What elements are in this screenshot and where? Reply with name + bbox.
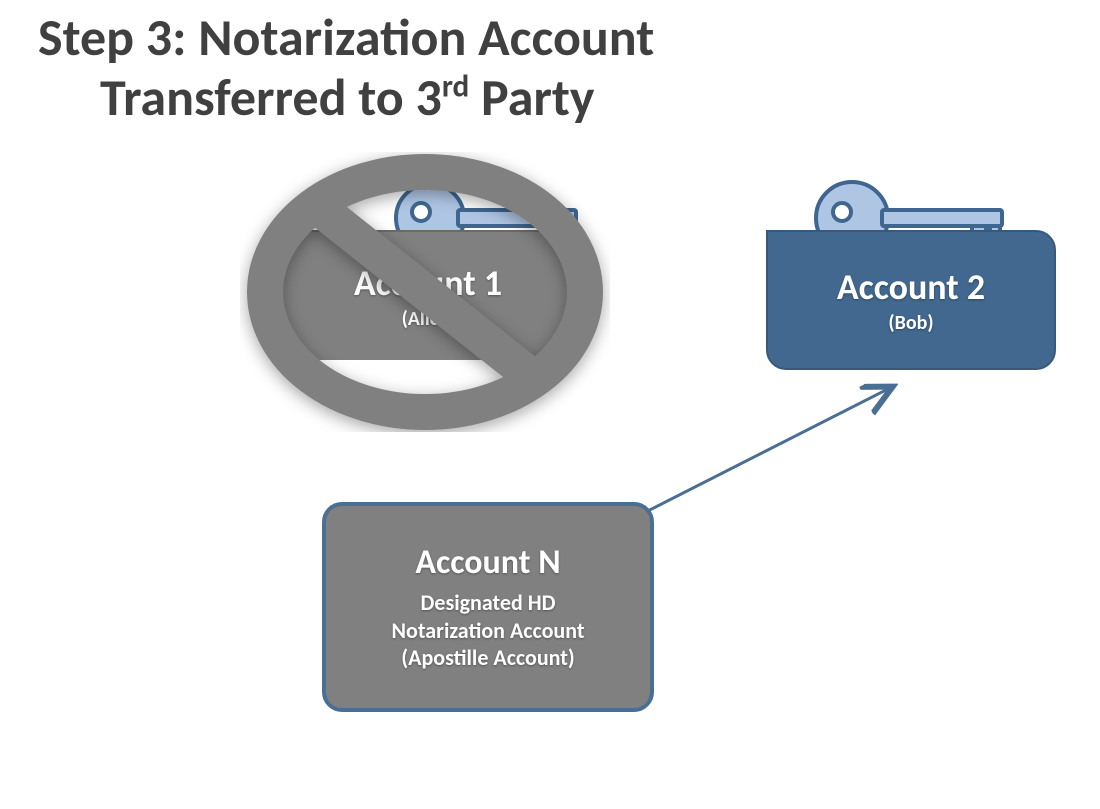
slide-title: Step 3: Notarization Account Transferred… — [38, 8, 654, 128]
account-n-desc3: (Apostille Account) — [401, 644, 574, 672]
account-n-title: Account N — [415, 542, 560, 583]
account-2-box: Account 2 (Bob) — [766, 230, 1056, 370]
transfer-arrow — [610, 370, 930, 540]
title-line1: Step 3: Notarization Account — [38, 8, 654, 68]
account-1-box: Account 1 (Alice) — [278, 230, 578, 360]
account-1-title: Account 1 — [354, 261, 502, 305]
account-2-subtitle: (Bob) — [888, 311, 933, 335]
account-n-desc1: Designated HD — [421, 589, 556, 617]
account-n-desc2: Notarization Account — [392, 617, 585, 645]
account-2-title: Account 2 — [837, 265, 985, 309]
account-1-subtitle: (Alice) — [402, 307, 455, 331]
account-n-box: Account N Designated HD Notarization Acc… — [322, 502, 654, 712]
title-line2: Transferred to 3rd Party — [38, 68, 654, 128]
